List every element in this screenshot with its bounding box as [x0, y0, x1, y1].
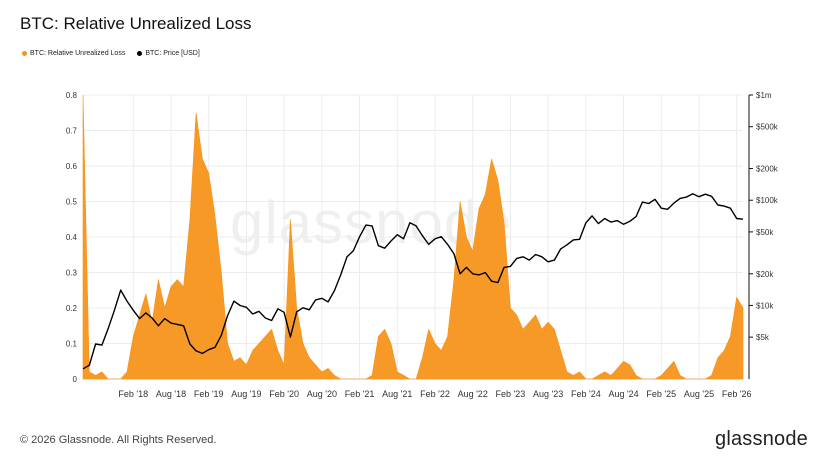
right-axis-tick-label: $20k [756, 270, 774, 279]
legend-item-price[interactable]: BTC: Price [USD] [137, 50, 200, 57]
left-axis-tick-label: 0.2 [66, 304, 78, 313]
x-axis-tick-label: Feb '18 [118, 389, 148, 399]
x-axis-tick-label: Feb '25 [646, 389, 676, 399]
x-axis-tick-label: Feb '19 [194, 389, 224, 399]
glassnode-logo: glassnode [715, 428, 808, 450]
copyright-text: © 2026 Glassnode. All Rights Reserved. [20, 434, 217, 446]
legend-label-price: BTC: Price [USD] [145, 50, 200, 57]
left-axis-tick-label: 0.8 [66, 91, 78, 100]
left-axis-tick-label: 0.7 [66, 127, 78, 136]
left-axis-tick-label: 0 [73, 375, 78, 384]
legend-label-loss: BTC: Relative Unrealized Loss [30, 50, 126, 57]
right-axis-tick-label: $10k [756, 301, 774, 310]
x-axis-tick-label: Aug '24 [608, 389, 638, 399]
x-axis-tick-label: Feb '20 [269, 389, 299, 399]
x-axis-tick-label: Aug '25 [684, 389, 714, 399]
left-axis-tick-label: 0.1 [66, 340, 78, 349]
x-axis-tick-label: Aug '22 [458, 389, 488, 399]
legend: BTC: Relative Unrealized Loss BTC: Price… [22, 50, 200, 57]
x-axis-tick-label: Aug '21 [382, 389, 412, 399]
x-axis-tick-label: Aug '18 [156, 389, 186, 399]
right-axis-tick-label: $200k [756, 165, 779, 174]
x-axis-tick-label: Feb '23 [496, 389, 526, 399]
right-axis-tick-label: $1m [756, 91, 772, 100]
legend-swatch-price [137, 51, 143, 56]
right-axis-tick-label: $100k [756, 196, 779, 205]
legend-item-loss[interactable]: BTC: Relative Unrealized Loss [22, 50, 125, 57]
left-axis-tick-label: 0.6 [66, 162, 78, 171]
legend-swatch-loss [22, 51, 27, 56]
x-axis-tick-label: Feb '24 [571, 389, 601, 399]
x-axis-tick-label: Aug '20 [307, 389, 337, 399]
left-axis-tick-label: 0.5 [66, 198, 78, 207]
chart-title: BTC: Relative Unrealized Loss [20, 14, 252, 33]
x-axis-tick-label: Feb '21 [345, 389, 375, 399]
x-axis-tick-label: Feb '22 [420, 389, 450, 399]
x-axis-tick-label: Aug '19 [231, 389, 261, 399]
left-axis-tick-label: 0.3 [66, 269, 78, 278]
series-line-price-usd [82, 193, 744, 370]
left-axis-tick-label: 0.4 [66, 233, 78, 242]
right-axis-tick-label: $500k [756, 123, 779, 132]
right-axis-tick-label: $50k [756, 228, 774, 237]
series-area-relative-unrealized-loss [82, 94, 744, 380]
right-axis-tick-label: $5k [756, 333, 770, 342]
x-axis-tick-label: Feb '26 [722, 389, 752, 399]
x-axis-tick-label: Aug '23 [533, 389, 563, 399]
